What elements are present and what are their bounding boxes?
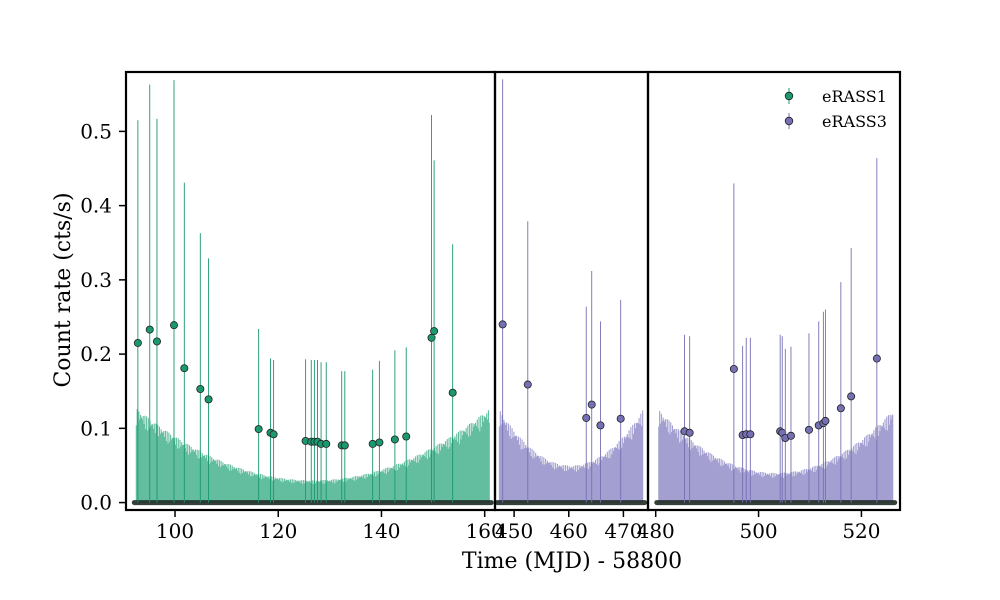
data-point-erass1 bbox=[196, 384, 205, 393]
panel-plot-area bbox=[131, 80, 494, 506]
y-axis-label: Count rate (cts/s) bbox=[51, 192, 76, 387]
data-point-erass1 bbox=[368, 439, 377, 448]
y-axis: 0.0 0.1 0.2 0.3 0.4 0.5 bbox=[80, 119, 126, 515]
data-point-erass1 bbox=[152, 337, 161, 346]
data-point-erass3 bbox=[729, 364, 738, 373]
data-point-erass1 bbox=[254, 425, 263, 434]
x-tick-label: 160 bbox=[466, 519, 504, 543]
panel-2: 450 460 470 bbox=[493, 70, 650, 543]
data-point-erass3 bbox=[523, 380, 532, 389]
y-tick-label: 0.0 bbox=[80, 491, 112, 515]
data-point-erass3 bbox=[587, 400, 596, 409]
data-point-erass3 bbox=[786, 431, 795, 440]
x-tick-label: 100 bbox=[156, 519, 194, 543]
y-tick-label: 0.1 bbox=[80, 416, 112, 440]
panel-frame bbox=[646, 70, 902, 512]
panel-1: 100 120 140 160 bbox=[124, 70, 504, 543]
data-point-erass3 bbox=[836, 404, 845, 413]
upper-limit-band-erass3-b bbox=[658, 410, 894, 503]
x-axis-label: Time (MJD) - 58800 bbox=[462, 549, 682, 574]
data-point-erass3 bbox=[847, 392, 856, 401]
data-point-erass3 bbox=[596, 421, 605, 430]
upper-limit-band-erass1 bbox=[135, 409, 490, 503]
data-point-erass3 bbox=[498, 320, 507, 329]
upper-limit-band-erass3 bbox=[498, 410, 644, 503]
data-point-erass1 bbox=[375, 438, 384, 447]
legend: eRASS1 eRASS3 bbox=[784, 87, 887, 131]
x-tick-label: 140 bbox=[362, 519, 400, 543]
data-point-erass3 bbox=[746, 430, 755, 439]
y-tick-label: 0.4 bbox=[80, 194, 112, 218]
legend-label-erass3: eRASS3 bbox=[822, 112, 887, 131]
legend-marker-erass3 bbox=[784, 116, 794, 126]
data-point-erass1 bbox=[448, 388, 457, 397]
data-point-erass3 bbox=[685, 428, 694, 437]
x-tick-label: 500 bbox=[739, 519, 777, 543]
data-point-erass1 bbox=[180, 364, 189, 373]
legend-marker-erass1 bbox=[784, 91, 794, 101]
y-tick-label: 0.2 bbox=[80, 342, 112, 366]
data-point-erass1 bbox=[133, 338, 142, 347]
data-point-erass1 bbox=[204, 395, 213, 404]
x-tick-label: 470 bbox=[604, 519, 642, 543]
data-point-erass1 bbox=[145, 325, 154, 334]
data-point-erass1 bbox=[402, 432, 411, 441]
data-point-erass1 bbox=[340, 441, 349, 450]
x-tick-label: 450 bbox=[495, 519, 533, 543]
data-point-erass3 bbox=[616, 414, 625, 423]
data-point-erass1 bbox=[390, 435, 399, 444]
data-point-erass3 bbox=[582, 413, 591, 422]
data-point-erass1 bbox=[430, 327, 439, 336]
panel-plot-area bbox=[495, 79, 648, 506]
data-point-erass3 bbox=[804, 425, 813, 434]
panel-plot-area bbox=[654, 158, 898, 506]
x-tick-label: 120 bbox=[259, 519, 297, 543]
data-point-erass1 bbox=[269, 430, 278, 439]
data-point-erass1 bbox=[427, 333, 436, 342]
data-point-erass3 bbox=[821, 416, 830, 425]
x-tick-label: 460 bbox=[550, 519, 588, 543]
data-point-erass1 bbox=[169, 321, 178, 330]
data-point-erass3 bbox=[872, 354, 881, 363]
x-tick-label: 480 bbox=[637, 519, 675, 543]
y-tick-label: 0.3 bbox=[80, 268, 112, 292]
x-tick-label: 520 bbox=[842, 519, 880, 543]
data-point-erass1 bbox=[322, 439, 331, 448]
legend-label-erass1: eRASS1 bbox=[822, 87, 887, 106]
panel-3: 480 500 520 bbox=[637, 70, 902, 543]
y-tick-label: 0.5 bbox=[80, 119, 112, 143]
